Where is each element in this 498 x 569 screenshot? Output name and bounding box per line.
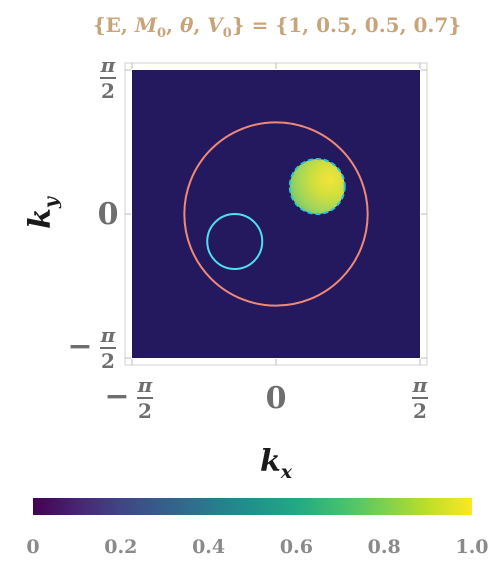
y-tick-label-3-numerator: π (100, 323, 116, 347)
x-tick-label-1-sign: − (104, 379, 129, 414)
y-tick-label-2: 0 (98, 197, 119, 232)
y-tick-label-1-denominator: 2 (101, 79, 115, 103)
x-tick-label-1-denominator: 2 (138, 399, 152, 423)
filled-region-outline (288, 157, 346, 216)
x-tick-label-1-numerator: π (137, 373, 153, 397)
y-tick-label-1-numerator: π (100, 53, 116, 77)
plot-layer (183, 121, 369, 307)
y-tick-label-3-sign: − (67, 329, 92, 364)
x-tick-label-3-numerator: π (412, 373, 428, 397)
colorbar-tick-label-2: 0.2 (104, 536, 137, 558)
chart-title: {E, M0, θ, V0} = {1, 0.5, 0.5, 0.7} (93, 13, 461, 41)
colorbar (33, 498, 472, 515)
y-axis-label: ky (23, 195, 62, 229)
y-tick-label-3-denominator: 2 (101, 349, 115, 373)
colorbar-ticks: 0 0.2 0.4 0.6 0.8 1.0 (26, 536, 488, 558)
contour-circle-1 (183, 121, 369, 307)
colorbar-tick-label-3: 0.4 (192, 536, 225, 558)
colorbar-tick-label-1: 0 (26, 536, 39, 558)
x-tick-label-2: 0 (266, 381, 287, 416)
filled-region (289, 158, 345, 214)
x-axis-label: kx (260, 444, 293, 483)
colorbar-tick-label-4: 0.6 (280, 536, 313, 558)
colorbar-tick-label-6: 1.0 (455, 536, 488, 558)
colorbar-tick-label-5: 0.8 (368, 536, 401, 558)
contour-circle-2 (206, 213, 264, 271)
tick-marks (125, 63, 427, 365)
heatmap-background (132, 70, 420, 358)
x-tick-label-3-denominator: 2 (413, 399, 427, 423)
